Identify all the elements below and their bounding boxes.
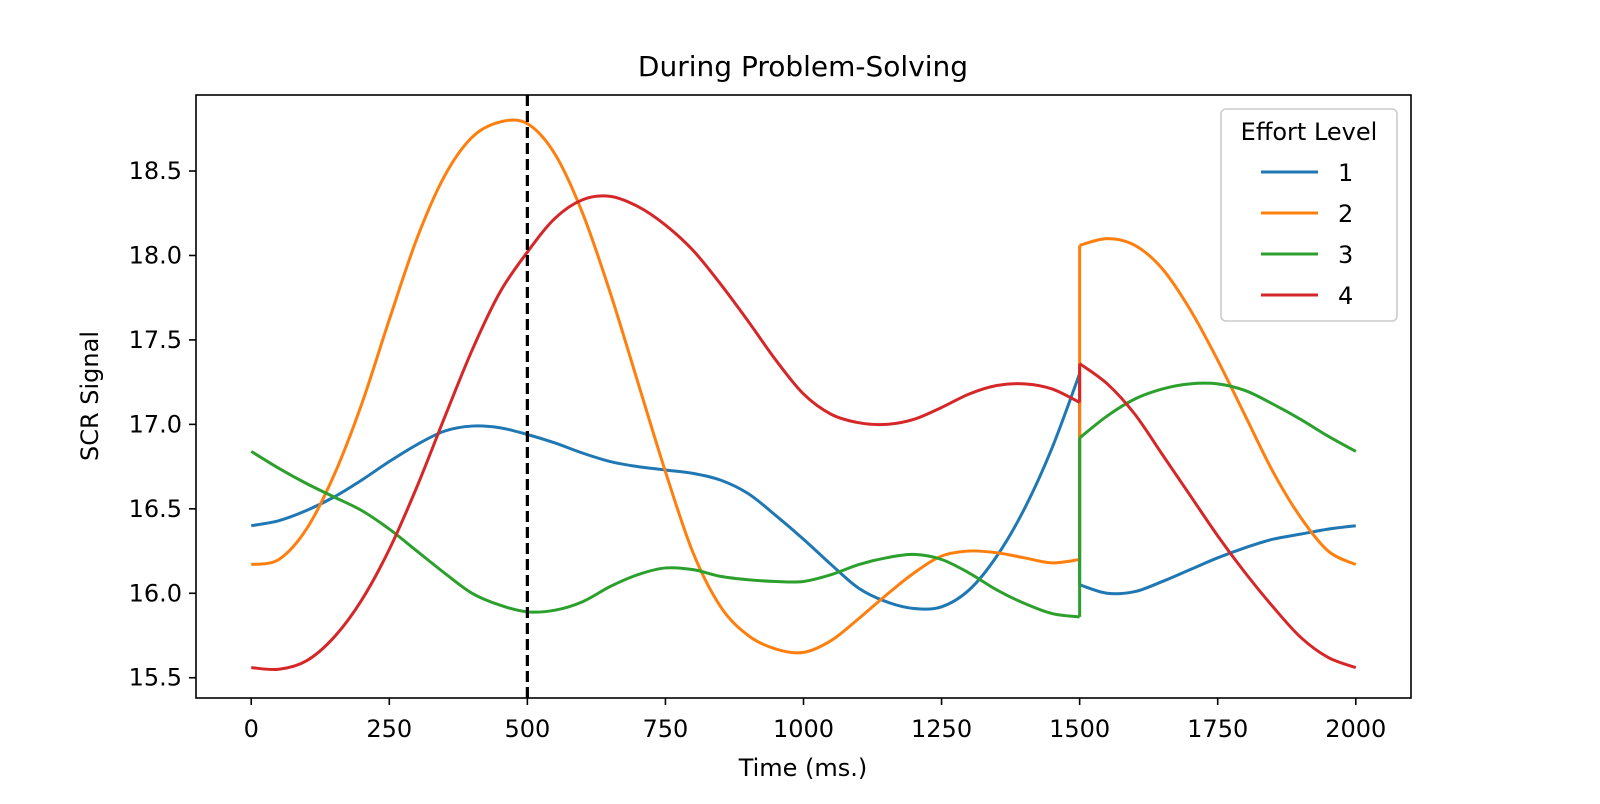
legend-frame	[1220, 108, 1398, 322]
x-tick-label: 0	[244, 715, 259, 743]
plot-background	[196, 95, 1411, 698]
series-2-line-segment	[1079, 237, 1357, 566]
y-tick-label: 18.0	[129, 241, 182, 269]
legend-label: 2	[1338, 200, 1353, 228]
x-axis: 0 250 500 750 1000 1250 1500 1750 2000	[244, 698, 1386, 743]
y-tick-label: 18.5	[129, 157, 182, 185]
x-tick-label: 750	[643, 715, 689, 743]
x-tick-label: 250	[366, 715, 412, 743]
series-4-line-segment	[1078, 362, 1357, 670]
chart-title: During Problem-Solving	[638, 50, 968, 83]
plot-area	[195, 94, 1412, 699]
legend-label: 4	[1338, 282, 1353, 310]
x-axis-label: Time (ms.)	[738, 754, 868, 782]
legend-items: 1 2 3 4	[1261, 159, 1353, 310]
x-tick-label: 2000	[1325, 715, 1386, 743]
series-3-line-segment	[250, 450, 1080, 619]
legend-label: 3	[1338, 241, 1353, 269]
y-tick-label: 16.5	[129, 495, 182, 523]
legend-item-4: 4	[1261, 282, 1353, 310]
legend-label: 1	[1338, 159, 1353, 187]
series-4	[251, 194, 1357, 672]
x-tick-label: 500	[504, 715, 550, 743]
legend-item-1: 1	[1261, 159, 1353, 187]
x-tick-label: 1000	[773, 715, 834, 743]
legend-item-2: 2	[1261, 200, 1353, 228]
legend: Effort Level 1 2 3 4	[1220, 108, 1398, 322]
y-axis: 15.5 16.0 16.5 17.0 17.5 18.0 18.5	[129, 157, 196, 692]
y-tick-label: 15.5	[129, 664, 182, 692]
y-axis-label: SCR Signal	[76, 331, 104, 461]
series-layer	[250, 118, 1357, 672]
x-tick-label: 1250	[911, 715, 972, 743]
x-tick-label: 1500	[1049, 715, 1110, 743]
legend-title: Effort Level	[1241, 118, 1378, 146]
legend-item-3: 3	[1261, 241, 1353, 269]
series-4-line-segment	[251, 194, 1081, 672]
series-1-line-segment	[1079, 524, 1356, 596]
y-tick-label: 17.0	[129, 410, 182, 438]
y-tick-label: 17.5	[129, 326, 182, 354]
x-tick-label: 1750	[1187, 715, 1248, 743]
y-tick-label: 16.0	[129, 579, 182, 607]
